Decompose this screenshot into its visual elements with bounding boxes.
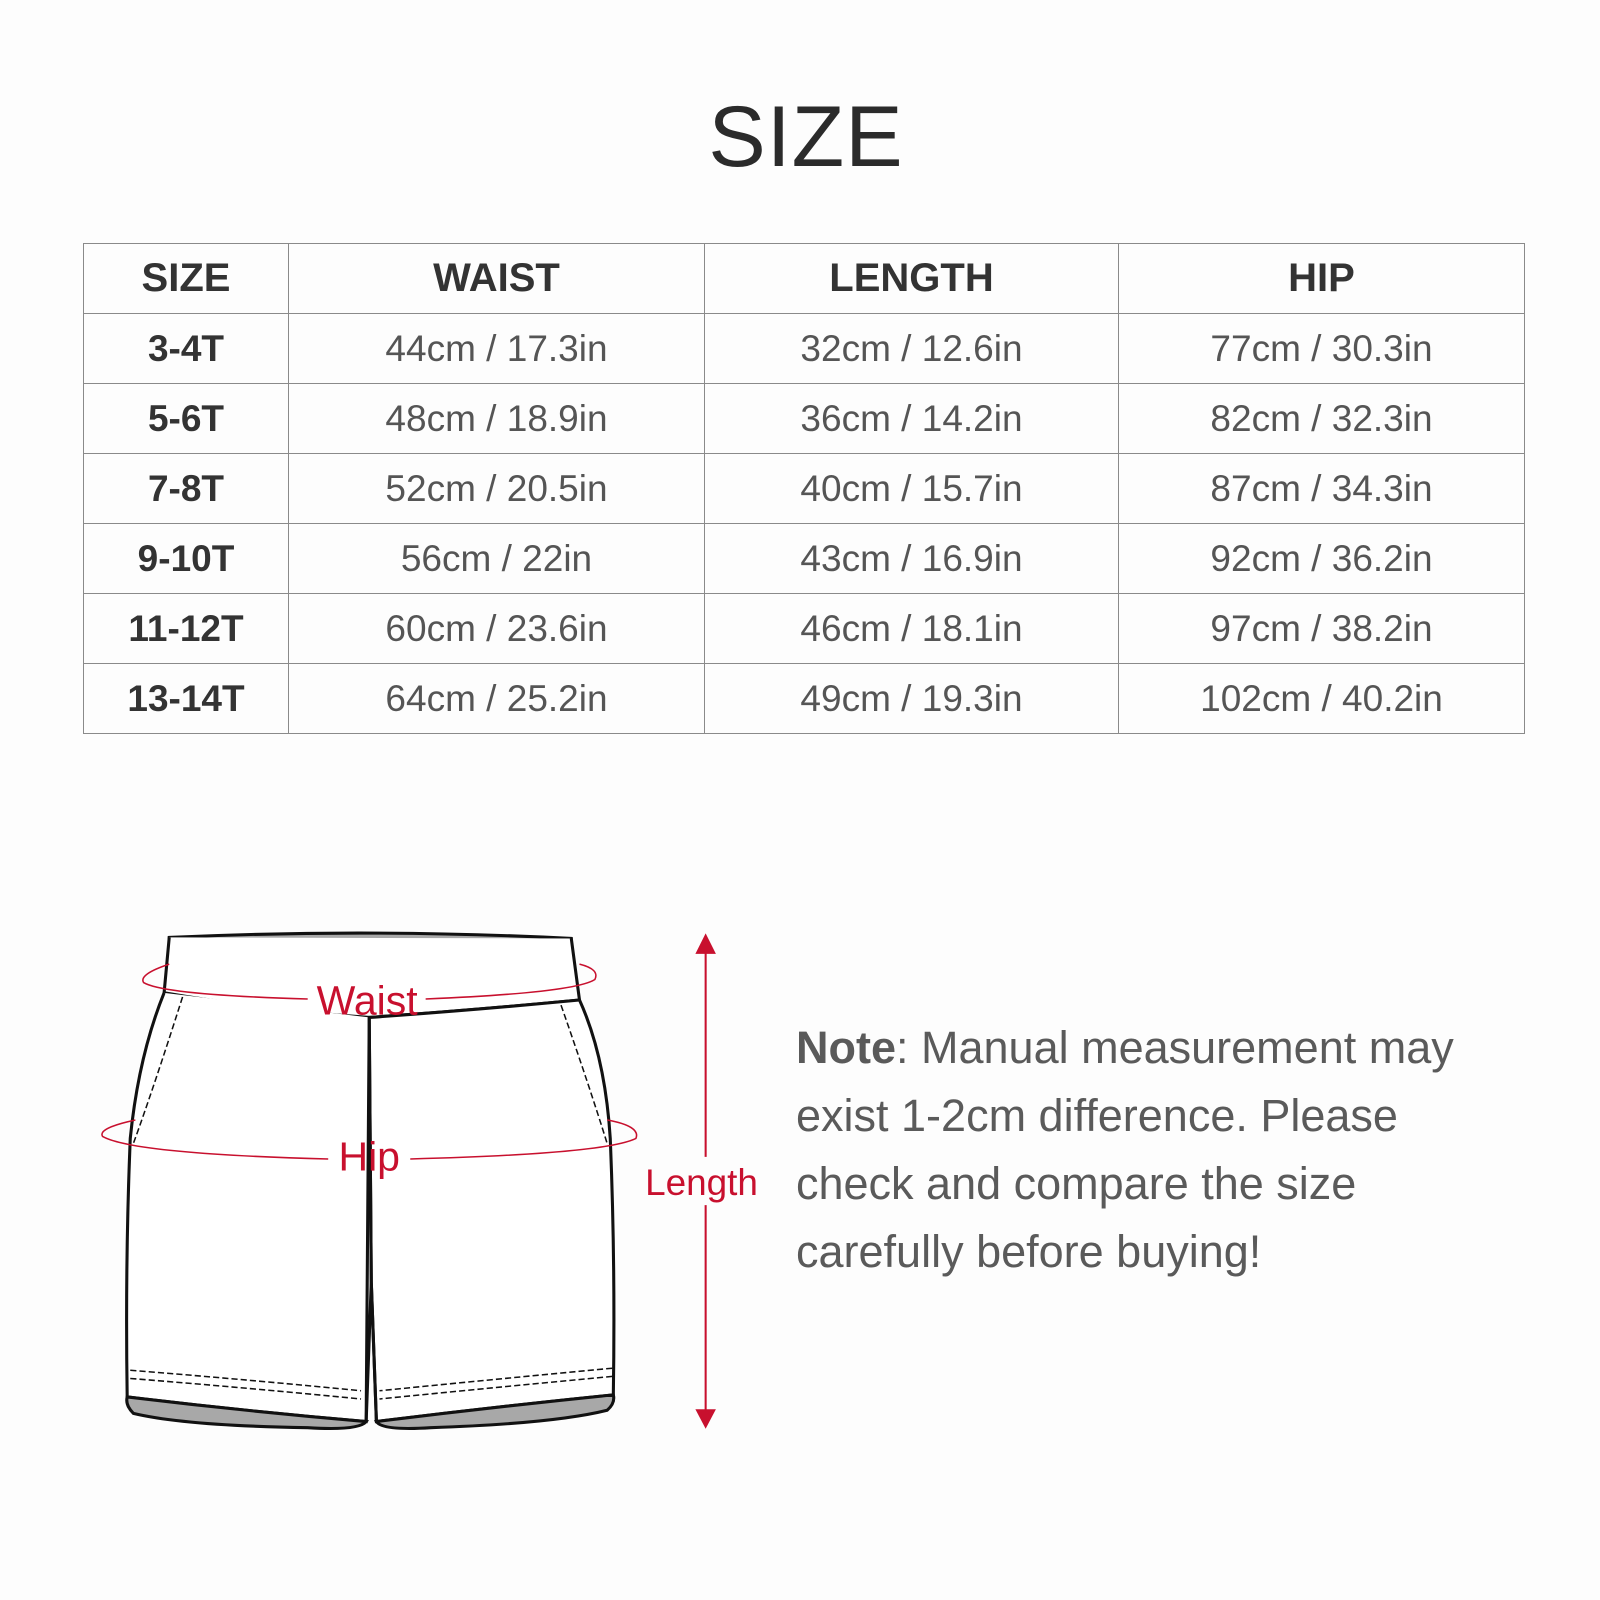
cell-waist: 64cm / 25.2in [288, 663, 705, 734]
size-table: SIZE WAIST LENGTH HIP 3-4T 44cm / 17.3in 3… [83, 243, 1525, 734]
cell-size: 9-10T [83, 523, 289, 594]
table-row: 5-6T 48cm / 18.9in 36cm / 14.2in 82cm / 32.… [83, 383, 1525, 454]
cell-hip: 97cm / 38.2in [1118, 593, 1525, 664]
arrow-up-icon [695, 933, 716, 954]
note-text: Note: Manual measurement may exist 1-2cm… [796, 1014, 1526, 1286]
waist-ellipse [142, 963, 597, 1000]
table-row: 13-14T 64cm / 25.2in 49cm / 19.3in 102cm / … [83, 663, 1525, 734]
table-row: 9-10T 56cm / 22in 43cm / 16.9in 92cm / 36.2… [83, 523, 1525, 594]
note-label: Note [796, 1022, 896, 1073]
cell-length: 49cm / 19.3in [704, 663, 1119, 734]
note-body: : Manual measurement may exist 1-2cm dif… [796, 1022, 1454, 1277]
cell-length: 36cm / 14.2in [704, 383, 1119, 454]
cell-hip: 77cm / 30.3in [1118, 313, 1525, 384]
right-hem [373, 1393, 616, 1430]
hip-label: Hip [338, 1133, 400, 1179]
header-size: SIZE [83, 243, 289, 314]
cell-waist: 56cm / 22in [288, 523, 705, 594]
measurement-guides [101, 948, 707, 1414]
header-length: LENGTH [704, 243, 1119, 314]
header-hip: HIP [1118, 243, 1525, 314]
cell-hip: 92cm / 36.2in [1118, 523, 1525, 594]
left-hem [125, 1395, 370, 1430]
cell-size: 13-14T [83, 663, 289, 734]
cell-waist: 48cm / 18.9in [288, 383, 705, 454]
cell-length: 40cm / 15.7in [704, 453, 1119, 524]
cell-size: 3-4T [83, 313, 289, 384]
table-row: 11-12T 60cm / 23.6in 46cm / 18.1in 97cm / 3… [83, 593, 1525, 664]
cell-waist: 60cm / 23.6in [288, 593, 705, 664]
hip-ellipse [101, 1119, 638, 1160]
table-row: 3-4T 44cm / 17.3in 32cm / 12.6in 77cm / 30.… [83, 313, 1525, 384]
page-title: SIZE [708, 89, 904, 185]
cell-length: 43cm / 16.9in [704, 523, 1119, 594]
cell-waist: 52cm / 20.5in [288, 453, 705, 524]
center-seam [364, 1017, 378, 1422]
cell-hip: 87cm / 34.3in [1118, 453, 1525, 524]
cell-size: 5-6T [83, 383, 289, 454]
cell-hip: 82cm / 32.3in [1118, 383, 1525, 454]
arrow-down-icon [695, 1409, 716, 1429]
table-row: 7-8T 52cm / 20.5in 40cm / 15.7in 87cm / 34.… [83, 453, 1525, 524]
cell-hip: 102cm / 40.2in [1118, 663, 1525, 734]
waist-label: Waist [317, 977, 419, 1023]
cell-length: 32cm / 12.6in [704, 313, 1119, 384]
cell-waist: 44cm / 17.3in [288, 313, 705, 384]
cell-size: 11-12T [83, 593, 289, 664]
cell-length: 46cm / 18.1in [704, 593, 1119, 664]
length-label: Length [645, 1162, 758, 1203]
